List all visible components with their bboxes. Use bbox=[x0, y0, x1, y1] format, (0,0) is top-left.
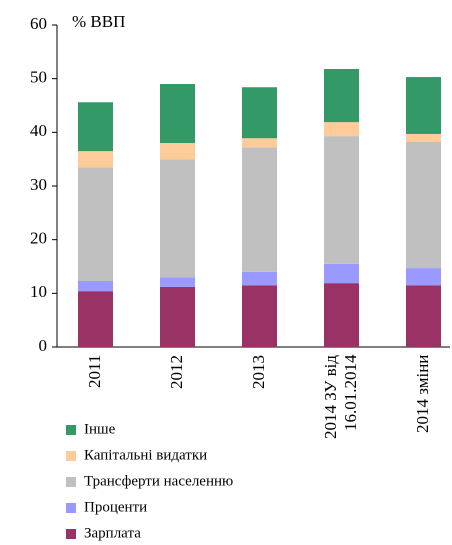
bar-segment bbox=[324, 263, 359, 284]
y-tick-label: 0 bbox=[39, 336, 48, 355]
bar-segment bbox=[78, 102, 113, 152]
bar-segment bbox=[324, 69, 359, 123]
bar-segment bbox=[324, 136, 359, 264]
legend-swatch bbox=[66, 477, 76, 487]
bar-segment bbox=[160, 286, 195, 347]
legend-label: Капітальні видатки bbox=[84, 447, 207, 463]
bar-segment bbox=[160, 277, 195, 287]
x-tick-label: 2012 bbox=[167, 355, 186, 389]
y-tick-label: 50 bbox=[30, 68, 47, 87]
bar-segment bbox=[324, 283, 359, 347]
bar-segment bbox=[242, 147, 277, 272]
bar-segment bbox=[78, 167, 113, 281]
legend-swatch bbox=[66, 529, 76, 539]
legend-label: Проценти bbox=[84, 499, 147, 515]
y-tick-label: 60 bbox=[30, 14, 47, 33]
bar-segment bbox=[406, 268, 441, 286]
legend-swatch bbox=[66, 503, 76, 513]
bar-segment bbox=[242, 271, 277, 286]
bar-segment bbox=[160, 143, 195, 160]
legend-swatch bbox=[66, 425, 76, 435]
bar-segment bbox=[160, 159, 195, 278]
legend-label: Інше bbox=[84, 421, 116, 437]
y-tick-label: 30 bbox=[30, 175, 47, 194]
legend-swatch bbox=[66, 451, 76, 461]
bar-segment bbox=[406, 77, 441, 134]
bar-segment bbox=[242, 138, 277, 148]
bar-segment bbox=[78, 291, 113, 347]
legend-label: Трансферти населенню bbox=[84, 473, 233, 489]
bar-segment bbox=[78, 280, 113, 292]
bar-segment bbox=[406, 133, 441, 142]
bar-segment bbox=[406, 285, 441, 347]
y-tick-label: 10 bbox=[30, 282, 47, 301]
x-tick-label: 2014 ЗУ від 16.01.2014 bbox=[321, 355, 360, 440]
bar-segment bbox=[160, 84, 195, 144]
x-tick-label: 2013 bbox=[249, 355, 268, 389]
legend-label: Зарплата bbox=[84, 525, 141, 541]
bar-segment bbox=[242, 285, 277, 347]
bar-segment bbox=[78, 151, 113, 168]
y-tick-label: 40 bbox=[30, 121, 47, 140]
bar-segment bbox=[242, 87, 277, 139]
x-tick-label: 2014 зміни bbox=[413, 355, 432, 434]
y-tick-label: 20 bbox=[30, 229, 47, 248]
bar-segment bbox=[324, 122, 359, 137]
x-tick-label: 2011 bbox=[85, 355, 104, 389]
y-axis-label: % ВВП bbox=[72, 12, 125, 31]
bar-segment bbox=[406, 141, 441, 269]
